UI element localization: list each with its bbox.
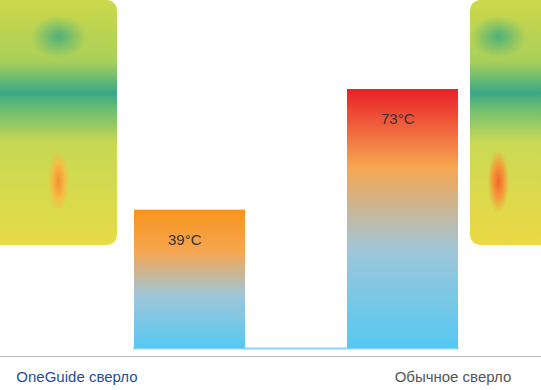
html-text:OneGuide сверло: OneGuide сверло (16, 368, 138, 385)
svg-text:39°C: 39°C (168, 231, 202, 248)
html-text:Обычное сверло: Обычное сверло (394, 368, 512, 385)
svg-text:73°C: 73°C (381, 110, 415, 127)
